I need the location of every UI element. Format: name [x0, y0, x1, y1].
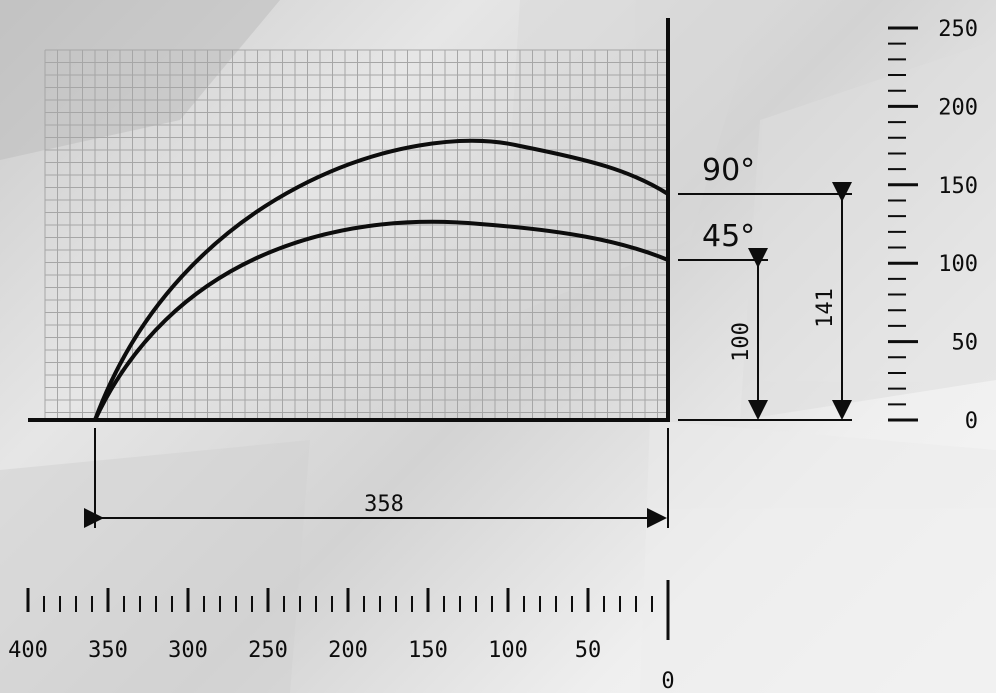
trajectory-lower — [93, 219, 669, 421]
bottom-scale-label: 150 — [408, 638, 448, 663]
right-scale: 250 200 150 100 50 0 — [888, 17, 978, 434]
bottom-scale-label: 400 — [8, 638, 48, 663]
bottom-scale-label: 200 — [328, 638, 368, 663]
bottom-scale-label: 100 — [488, 638, 528, 663]
span-label: 358 — [364, 492, 404, 517]
bottom-scale-label: 350 — [88, 638, 128, 663]
trajectory-upper — [93, 138, 670, 421]
bottom-scale-label: 50 — [575, 638, 602, 663]
right-scale-label: 150 — [938, 174, 978, 199]
height-label-upper: 141 — [813, 288, 838, 328]
angle-label-lower: 45° — [702, 219, 755, 254]
right-scale-label: 100 — [938, 252, 978, 277]
bottom-scale-label: 300 — [168, 638, 208, 663]
bottom-scale-label: 0 — [661, 669, 674, 693]
angle-label-upper: 90° — [702, 153, 755, 188]
right-scale-label: 250 — [938, 17, 978, 42]
right-scale-label: 200 — [938, 95, 978, 120]
bottom-scale: 400 350 300 250 200 150 100 50 0 — [8, 580, 675, 693]
right-scale-label: 50 — [952, 331, 979, 356]
right-scale-label: 0 — [965, 409, 978, 434]
height-label-lower: 100 — [729, 322, 754, 362]
bottom-scale-label: 250 — [248, 638, 288, 663]
